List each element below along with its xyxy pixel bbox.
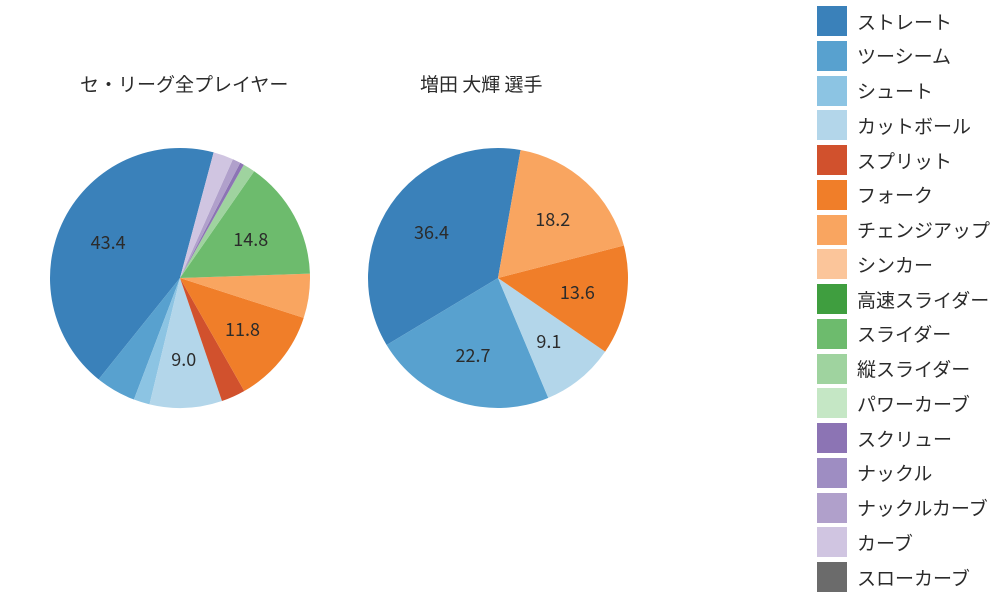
legend-swatch: [817, 76, 847, 106]
legend-label: スクリュー: [857, 425, 952, 452]
legend-swatch: [817, 145, 847, 175]
legend-label: パワーカーブ: [857, 390, 970, 417]
legend-swatch: [817, 458, 847, 488]
legend-swatch: [817, 423, 847, 453]
legend-item: ツーシーム: [817, 39, 990, 73]
legend-item: スライダー: [817, 317, 990, 351]
pie-slice-label: 22.7: [455, 342, 490, 368]
legend-label: スライダー: [857, 320, 951, 347]
legend-item: 縦スライダー: [817, 352, 990, 386]
chart-container: セ・リーグ全プレイヤー 増田 大輝 選手 43.49.011.814.8 36.…: [0, 0, 1000, 600]
legend-label: ナックル: [857, 459, 932, 486]
legend-swatch: [817, 41, 847, 71]
legend-label: フォーク: [857, 181, 933, 208]
legend-label: ナックルカーブ: [857, 494, 988, 521]
legend-item: ナックル: [817, 456, 990, 490]
legend-swatch: [817, 284, 847, 314]
legend-label: スローカーブ: [857, 564, 970, 591]
legend-item: シンカー: [817, 247, 990, 281]
legend-swatch: [817, 110, 847, 140]
legend-label: スプリット: [857, 147, 952, 174]
legend-label: カーブ: [857, 529, 913, 556]
legend-item: パワーカーブ: [817, 386, 990, 420]
legend-label: チェンジアップ: [857, 216, 990, 243]
legend-swatch: [817, 388, 847, 418]
legend-swatch: [817, 354, 847, 384]
legend-item: シュート: [817, 74, 990, 108]
pie-slice-label: 36.4: [414, 219, 449, 245]
legend-item: フォーク: [817, 178, 990, 212]
legend-label: ツーシーム: [857, 42, 951, 69]
legend-item: スローカーブ: [817, 560, 990, 594]
legend-label: 高速スライダー: [857, 286, 989, 313]
legend-swatch: [817, 319, 847, 349]
legend-label: カットボール: [857, 112, 971, 139]
legend-item: 高速スライダー: [817, 282, 990, 316]
legend-item: ストレート: [817, 4, 990, 38]
legend-swatch: [817, 527, 847, 557]
pie-slice-label: 43.4: [91, 229, 126, 255]
legend: ストレートツーシームシュートカットボールスプリットフォークチェンジアップシンカー…: [817, 4, 990, 594]
legend-label: シンカー: [857, 251, 933, 278]
legend-swatch: [817, 249, 847, 279]
pie-slice-label: 14.8: [233, 226, 268, 252]
legend-swatch: [817, 493, 847, 523]
legend-label: シュート: [857, 77, 933, 104]
pie-slice-label: 9.1: [536, 328, 561, 354]
legend-swatch: [817, 215, 847, 245]
legend-label: ストレート: [857, 8, 952, 35]
pie-slice-label: 18.2: [535, 206, 570, 232]
legend-swatch: [817, 562, 847, 592]
legend-item: スクリュー: [817, 421, 990, 455]
pie-slice-label: 9.0: [171, 346, 196, 372]
legend-swatch: [817, 180, 847, 210]
legend-item: チェンジアップ: [817, 213, 990, 247]
pie-slice-label: 11.8: [225, 316, 260, 342]
pie-slice-label: 13.6: [560, 279, 595, 305]
legend-item: カーブ: [817, 525, 990, 559]
legend-item: スプリット: [817, 143, 990, 177]
legend-item: ナックルカーブ: [817, 491, 990, 525]
legend-swatch: [817, 6, 847, 36]
legend-item: カットボール: [817, 108, 990, 142]
legend-label: 縦スライダー: [857, 355, 970, 382]
